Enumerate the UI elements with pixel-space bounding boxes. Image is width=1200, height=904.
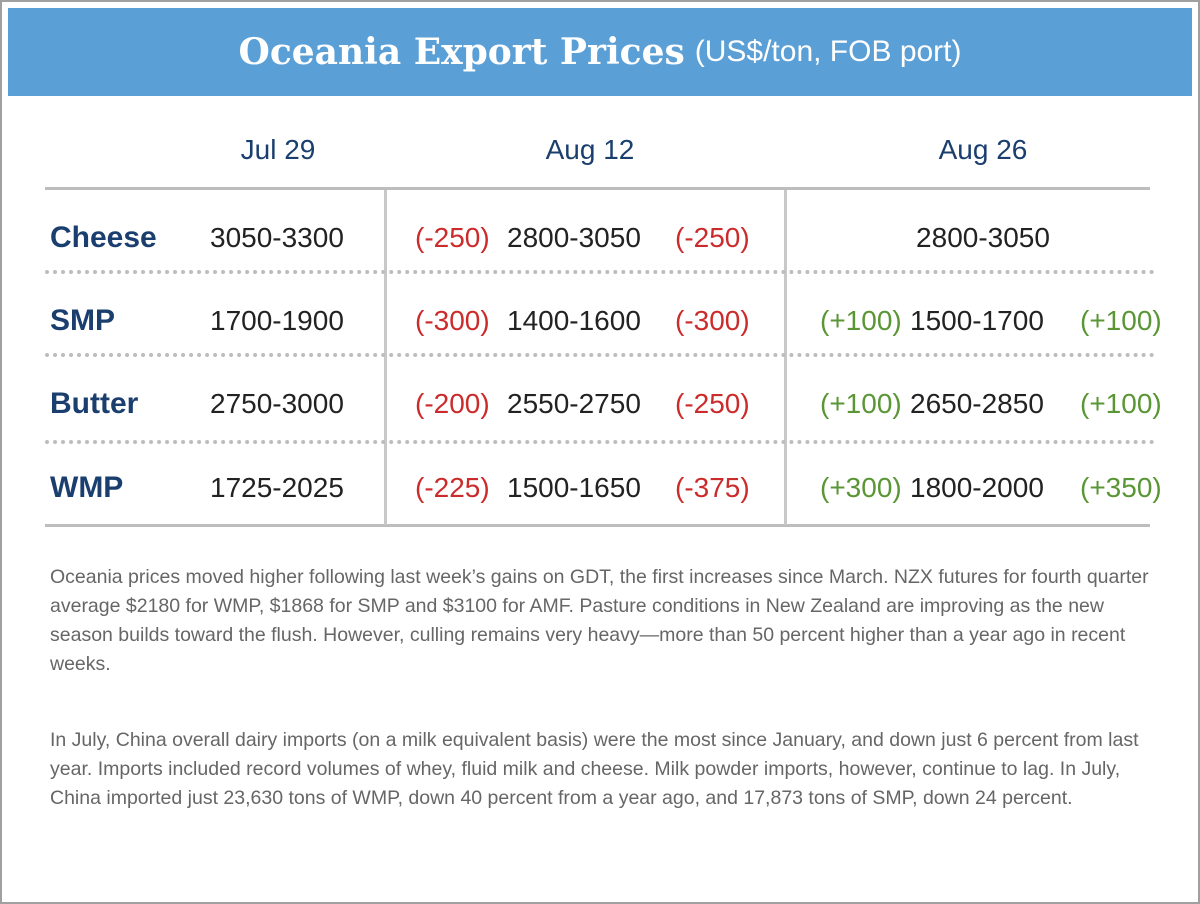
dotted-rule: [45, 440, 1155, 444]
paragraph: Oceania prices moved higher following la…: [50, 566, 1149, 675]
paragraph: In July, China overall dairy imports (on…: [50, 729, 1139, 809]
price-range: 2750-3000: [210, 388, 344, 419]
change: (+100): [820, 388, 902, 419]
change: (+100): [820, 305, 902, 336]
price-range: 1725-2025: [210, 472, 344, 503]
change: (-200): [415, 388, 490, 419]
price-range: 2650-2850: [910, 388, 1044, 419]
rule: [45, 187, 1150, 190]
column-header: Aug 26: [938, 134, 1028, 165]
price-range: 1500-1650: [507, 472, 641, 503]
divider: [784, 190, 787, 525]
change: (-375): [675, 472, 750, 503]
subtitle: (US$/ton, FOB port): [694, 35, 962, 68]
change: (-225): [415, 472, 490, 503]
title: Oceania Export Prices: [238, 31, 685, 73]
price-range: 1500-1700: [910, 305, 1044, 336]
divider: [384, 190, 387, 525]
dotted-rule: [45, 353, 1155, 357]
price-range: 1700-1900: [210, 305, 344, 336]
price-range: 2800-3050: [507, 222, 641, 253]
product: SMP: [50, 304, 116, 337]
product: Butter: [50, 387, 139, 420]
price-range: 1400-1600: [507, 305, 641, 336]
change: (+300): [820, 472, 902, 503]
price-range: 2550-2750: [507, 388, 641, 419]
change: (+100): [1080, 388, 1162, 419]
change: (-250): [675, 222, 750, 253]
change: (+100): [1080, 305, 1162, 336]
header-band: Oceania Export Prices (US$/ton, FOB port…: [8, 8, 1192, 96]
product: WMP: [50, 471, 124, 504]
change: (-300): [675, 305, 750, 336]
price-range: 2800-3050: [916, 222, 1050, 253]
rule: [45, 524, 1150, 527]
product: Cheese: [50, 221, 157, 254]
column-header: Jul 29: [240, 134, 316, 165]
price-range: 1800-2000: [910, 472, 1044, 503]
change: (-300): [415, 305, 490, 336]
price-range: 3050-3300: [210, 222, 344, 253]
change: (+350): [1080, 472, 1162, 503]
change: (-250): [415, 222, 490, 253]
column-header: Aug 12: [545, 134, 635, 165]
change: (-250): [675, 388, 750, 419]
dotted-rule: [45, 270, 1155, 274]
